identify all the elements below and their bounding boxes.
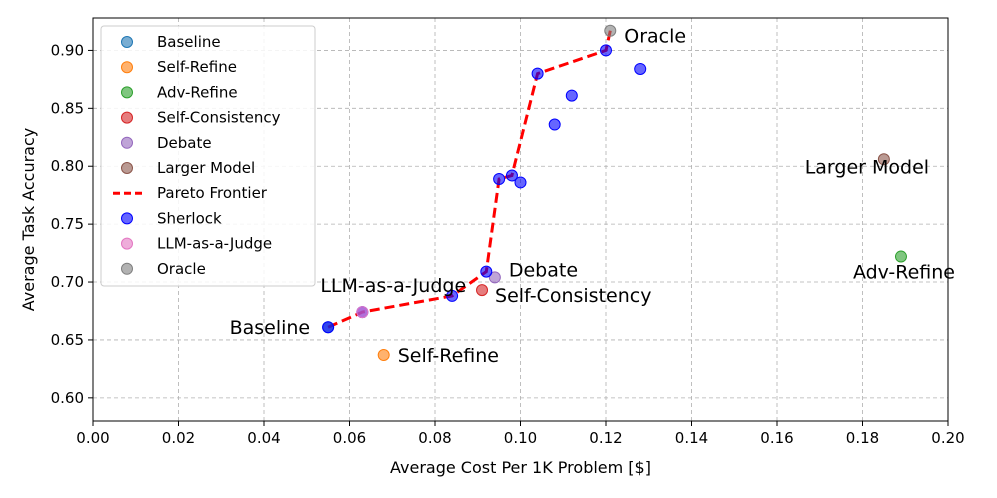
oracle-point — [604, 24, 617, 37]
y-axis-label: Average Task Accuracy — [19, 128, 38, 311]
larger-model-point — [877, 153, 890, 166]
annotation-oracle: Oracle — [624, 26, 686, 48]
sherlock-point — [446, 289, 459, 302]
x-tick-label: 0.02 — [162, 429, 195, 447]
y-tick-label: 0.75 — [51, 215, 84, 233]
self-refine-point — [377, 348, 390, 361]
sherlock-point — [548, 118, 561, 131]
self-consistency-point — [476, 284, 489, 297]
legend-swatch-llm-as-a-judge — [121, 237, 133, 250]
annotation-layer: Baseline Self-Refine LLM-as-a-Judge Self-Co… — [230, 26, 955, 367]
x-tick-label: 0.12 — [589, 429, 622, 447]
y-tick-label: 0.60 — [51, 389, 84, 407]
y-tick-label: 0.85 — [51, 99, 84, 117]
legend-label-larger-model: Larger Model — [157, 159, 255, 177]
legend-swatch-larger-model — [121, 162, 133, 174]
sherlock-point — [322, 321, 335, 334]
annotation-adv-refine: Adv-Refine — [853, 262, 955, 284]
legend-box — [100, 25, 316, 287]
legend-label-oracle: Oracle — [157, 260, 206, 278]
sherlock-point — [480, 265, 493, 278]
legend-label-adv-refine: Adv-Refine — [157, 83, 238, 101]
y-tick-label: 0.90 — [51, 41, 84, 59]
sherlock-point — [514, 176, 527, 189]
x-tick-label: 0.20 — [931, 429, 964, 447]
x-axis-label: Average Cost Per 1K Problem [$] — [390, 458, 651, 477]
legend-label-pareto-frontier: Pareto Frontier — [157, 184, 268, 202]
legend-swatch-adv-refine — [121, 86, 133, 99]
legend-swatch-baseline — [121, 36, 133, 48]
x-tick-label: 0.06 — [333, 429, 366, 447]
annotation-llm-as-a-judge: LLM-as-a-Judge — [320, 275, 466, 297]
x-tick-label: 0.00 — [76, 429, 109, 447]
legend-label-baseline: Baseline — [157, 33, 221, 51]
legend-label-llm-as-a-judge: LLM-as-a-Judge — [157, 235, 272, 253]
x-tick-label: 0.08 — [418, 429, 451, 447]
legend-label-sherlock: Sherlock — [157, 209, 222, 227]
ticks-layer: 0.00 0.02 0.04 0.06 0.08 0.10 0.12 0.14 0.16 0.18… — [51, 41, 965, 447]
annotation-self-refine: Self-Refine — [398, 345, 499, 367]
x-tick-label: 0.14 — [675, 429, 708, 447]
annotation-baseline: Baseline — [230, 317, 311, 339]
sherlock-point — [634, 62, 647, 75]
llm-as-a-judge-point — [356, 306, 369, 319]
adv-refine-point — [894, 250, 907, 263]
y-tick-label: 0.65 — [51, 331, 84, 349]
annotation-self-consistency: Self-Consistency — [495, 285, 651, 307]
legend-label-self-refine: Self-Refine — [157, 58, 237, 76]
sherlock-point — [600, 44, 612, 57]
points-layer — [322, 24, 907, 361]
legend-swatch-self-consistency — [121, 111, 133, 124]
legend-swatch-oracle — [121, 262, 133, 275]
legend-swatch-sherlock — [121, 212, 133, 225]
legend: Baseline Self-Refine Adv-Refine Self-Consis… — [100, 25, 316, 287]
x-tick-label: 0.10 — [504, 429, 537, 447]
y-tick-label: 0.70 — [51, 273, 84, 291]
sherlock-point — [531, 67, 544, 80]
sherlock-point — [565, 89, 578, 102]
legend-swatch-debate — [121, 136, 133, 149]
legend-label-self-consistency: Self-Consistency — [157, 109, 281, 127]
sherlock-point — [493, 172, 506, 185]
y-tick-label: 0.80 — [51, 157, 84, 175]
debate-point — [488, 271, 501, 284]
legend-label-debate: Debate — [157, 134, 212, 152]
x-tick-label: 0.16 — [760, 429, 793, 447]
annotation-larger-model: Larger Model — [805, 156, 929, 178]
x-tick-label: 0.18 — [846, 429, 879, 447]
sherlock-point — [505, 169, 518, 182]
legend-swatch-self-refine — [121, 61, 133, 74]
x-tick-label: 0.04 — [247, 429, 280, 447]
annotation-debate: Debate — [509, 259, 578, 281]
